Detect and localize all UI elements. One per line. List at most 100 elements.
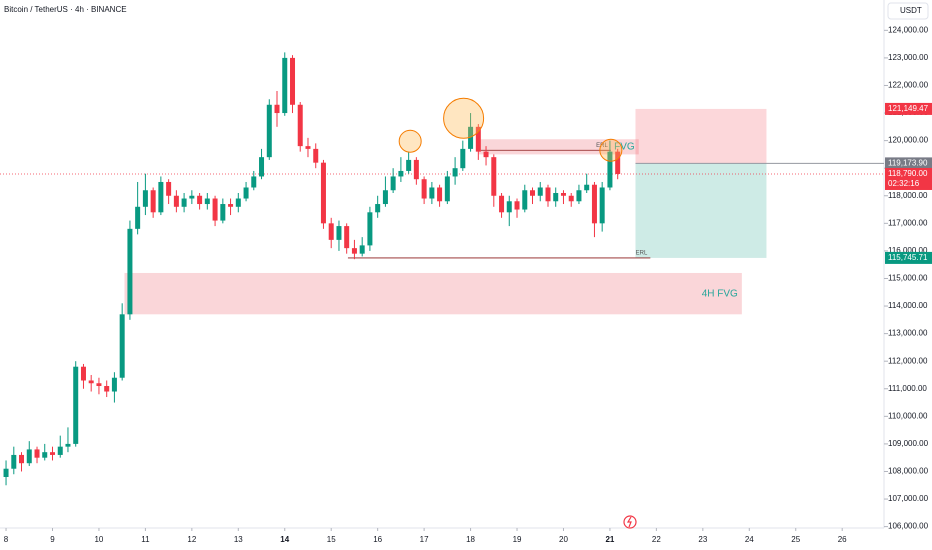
highlight-circle — [398, 129, 422, 153]
y-tick-label: 117,000.00 — [888, 218, 928, 227]
x-tick-label: 8 — [4, 535, 9, 544]
x-tick-label: 21 — [605, 535, 614, 544]
candle-body — [88, 380, 94, 384]
candle-body — [111, 377, 117, 392]
stop-price-label-bg — [885, 251, 932, 264]
candle-body — [80, 366, 86, 381]
position-target — [635, 108, 767, 164]
y-tick-label: 113,000.00 — [888, 329, 928, 338]
candle-body — [96, 383, 102, 387]
x-tick-label: 25 — [791, 535, 800, 544]
candle-body — [251, 176, 257, 188]
y-tick-label: 110,000.00 — [888, 411, 928, 420]
target-price-label: 121,149.47 — [888, 104, 929, 113]
candle-body — [444, 176, 450, 202]
candle-body — [228, 204, 234, 207]
x-tick-label: 12 — [187, 535, 196, 544]
fvg-zone — [124, 272, 742, 315]
candle-body — [468, 126, 474, 149]
level-label: ERL — [596, 143, 608, 149]
candle-body — [375, 204, 381, 213]
x-tick-label: 14 — [280, 535, 289, 544]
candle-body — [429, 187, 435, 199]
candle-body — [406, 159, 412, 171]
candle-body — [483, 151, 489, 158]
y-tick-label: 111,000.00 — [888, 384, 927, 393]
candle-body — [591, 184, 597, 224]
countdown: 02:32:16 — [888, 179, 920, 188]
highlight-circle — [599, 138, 623, 162]
y-tick-label: 106,000.00 — [888, 522, 929, 531]
candle-body — [398, 170, 404, 177]
candle-body — [65, 443, 71, 447]
entry-price-label: 119,173.90 — [888, 159, 928, 168]
candle-body — [119, 314, 125, 378]
candle-body — [336, 226, 342, 240]
candle-body — [11, 454, 17, 469]
candle-body — [158, 181, 164, 213]
x-tick-label: 16 — [373, 535, 382, 544]
chart-title: Bitcoin / TetherUS · 4h · BINANCE — [4, 5, 127, 14]
candle-body — [135, 206, 141, 229]
x-tick-label: 17 — [420, 535, 429, 544]
candle-body — [421, 179, 427, 199]
level-label: ERL — [636, 250, 648, 256]
candle-body — [73, 366, 79, 444]
candle-body — [514, 201, 520, 210]
candle-body — [584, 184, 590, 191]
candle-body — [553, 193, 559, 202]
currency[interactable]: USDT — [900, 6, 922, 15]
candle-body — [166, 181, 172, 196]
candle-body — [57, 446, 63, 455]
candle-body — [491, 157, 497, 196]
candle-body — [529, 190, 535, 196]
candle-body — [220, 204, 226, 221]
last-price-bg — [885, 167, 932, 190]
y-tick-label: 108,000.00 — [888, 467, 929, 476]
candle-body — [26, 449, 32, 464]
candle-body — [142, 190, 148, 207]
currency-box[interactable] — [887, 2, 929, 20]
candle-body — [235, 198, 241, 207]
candle-body — [243, 187, 249, 199]
candle-body — [382, 190, 388, 205]
target-price-label-bg — [885, 102, 932, 115]
y-tick-label: 115,000.00 — [888, 274, 928, 283]
candle-body — [313, 148, 319, 163]
candle-body — [104, 386, 110, 392]
x-tick-label: 15 — [327, 535, 336, 544]
candle-body — [297, 104, 303, 147]
y-tick-label: 112,000.00 — [888, 356, 928, 365]
y-tick-label: 114,000.00 — [888, 301, 928, 310]
candle-body — [599, 187, 605, 224]
candle-body — [49, 452, 55, 455]
last-price-label: 118,790.00 — [888, 169, 928, 178]
y-tick-label: 123,000.00 — [888, 53, 929, 62]
candle-body — [181, 198, 187, 207]
candle-body — [204, 198, 210, 205]
candle-body — [413, 159, 419, 180]
candle-body — [3, 468, 9, 477]
candle-body — [189, 195, 195, 199]
x-tick-label: 9 — [50, 535, 55, 544]
replay-icon[interactable] — [623, 515, 637, 529]
candle-body — [568, 195, 574, 202]
candle-body — [197, 195, 203, 205]
candle-body — [127, 228, 133, 315]
candle-body — [359, 245, 365, 254]
candle-body — [390, 176, 396, 191]
x-tick-label: 18 — [466, 535, 475, 544]
candle-body — [274, 104, 280, 114]
x-tick-label: 19 — [513, 535, 522, 544]
x-tick-label: 13 — [234, 535, 243, 544]
zone-label: 4H FVG — [702, 288, 738, 299]
candle-body — [452, 168, 458, 177]
y-tick-label: 120,000.00 — [888, 136, 929, 145]
candle-body — [506, 201, 512, 213]
y-tick-label: 109,000.00 — [888, 439, 929, 448]
x-tick-label: 11 — [141, 535, 150, 544]
candle-body — [475, 126, 481, 152]
candle-body — [320, 162, 326, 224]
candle-body — [212, 198, 218, 221]
